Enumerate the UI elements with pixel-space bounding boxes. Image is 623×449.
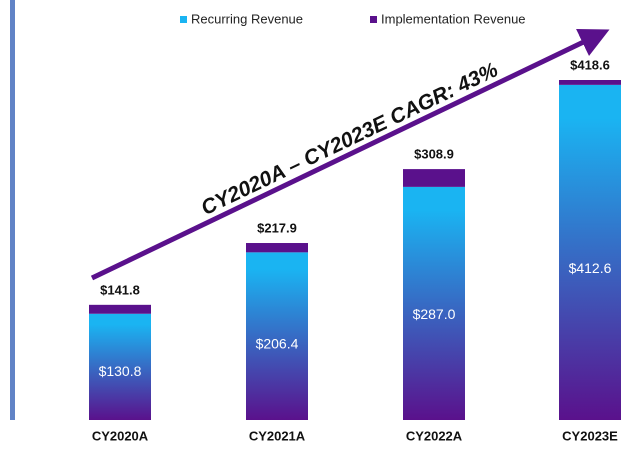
segment-label: $130.8 bbox=[99, 363, 142, 379]
x-tick-label: CY2022A bbox=[406, 428, 463, 443]
x-tick-label: CY2021A bbox=[249, 428, 306, 443]
recurring-bar bbox=[89, 313, 151, 420]
side-bar bbox=[10, 0, 15, 420]
total-label: $217.9 bbox=[257, 220, 297, 235]
segment-label: $412.6 bbox=[569, 260, 612, 276]
total-label: $141.8 bbox=[100, 282, 140, 297]
legend-label: Recurring Revenue bbox=[191, 11, 303, 26]
total-label: $418.6 bbox=[570, 57, 610, 72]
x-tick-label: CY2023E bbox=[562, 428, 618, 443]
recurring-bar bbox=[246, 252, 308, 420]
legend-swatch bbox=[180, 16, 187, 23]
recurring-bar bbox=[403, 186, 465, 420]
recurring-bar bbox=[559, 84, 621, 421]
implementation-bar bbox=[246, 243, 308, 253]
legend-swatch bbox=[370, 16, 377, 23]
legend-label: Implementation Revenue bbox=[381, 11, 526, 26]
implementation-bar bbox=[403, 169, 465, 187]
cagr-arrow bbox=[90, 28, 610, 281]
implementation-bar bbox=[559, 80, 621, 85]
implementation-bar bbox=[89, 304, 151, 314]
segment-label: $206.4 bbox=[256, 335, 299, 351]
x-tick-label: CY2020A bbox=[92, 428, 149, 443]
total-label: $308.9 bbox=[414, 147, 454, 162]
segment-label: $287.0 bbox=[413, 306, 456, 322]
